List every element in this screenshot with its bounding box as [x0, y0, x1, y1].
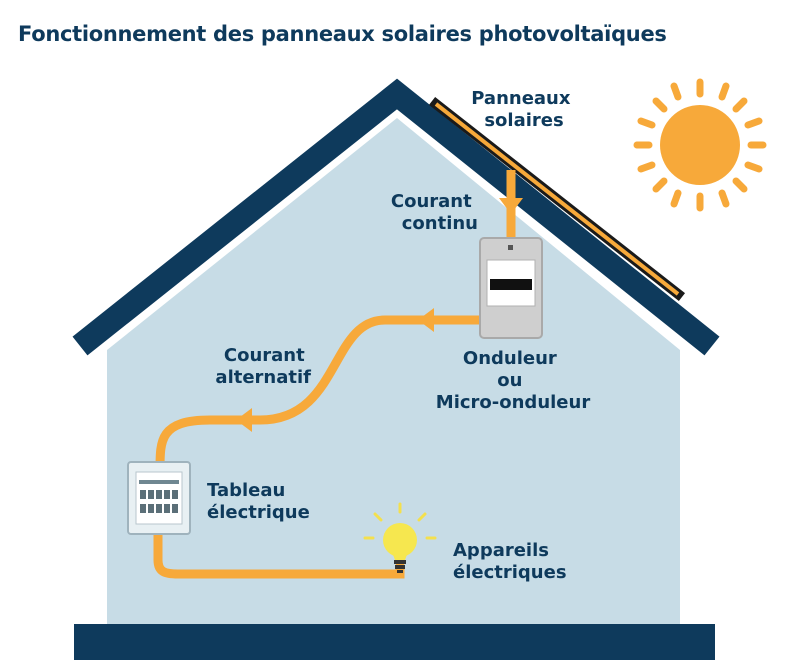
label-inverter: Onduleur ou Micro-onduleur — [436, 348, 591, 413]
light-bulb-icon — [363, 502, 437, 573]
label-dc-line2: continu — [402, 213, 478, 234]
ac-arrow-1 — [418, 308, 434, 332]
label-panels: Panneaux solaires — [471, 88, 577, 131]
sun-icon — [633, 78, 767, 212]
label-dc-line1: Courant — [391, 191, 472, 212]
label-panel-board-line2: électrique — [207, 502, 310, 523]
label-inverter-line1: Onduleur — [463, 348, 557, 369]
label-panel-board-line1: Tableau — [207, 480, 285, 501]
ac-flow-path — [155, 315, 485, 475]
label-ac: Courant alternatif — [215, 345, 311, 388]
label-panel-board: Tableau électrique — [207, 480, 310, 523]
label-appliances: Appareils électriques — [453, 540, 567, 583]
roof — [72, 78, 720, 356]
ac-arrow-2 — [236, 408, 252, 432]
label-inverter-line2: ou — [497, 370, 522, 391]
label-ac-line2: alternatif — [215, 367, 311, 388]
appliance-flow-path — [153, 525, 405, 579]
label-panels-line1: Panneaux — [471, 88, 571, 109]
page-title: Fonctionnement des panneaux solaires pho… — [18, 22, 667, 46]
label-inverter-line3: Micro-onduleur — [436, 392, 591, 413]
label-appliances-line2: électriques — [453, 562, 567, 583]
label-panels-line2: solaires — [484, 110, 563, 131]
ground — [74, 624, 715, 660]
electrical-panel-icon — [127, 461, 191, 535]
label-dc: Courant continu — [391, 191, 478, 234]
solar-panel-icon — [428, 96, 686, 302]
label-ac-line1: Courant — [224, 345, 305, 366]
label-appliances-line1: Appareils — [453, 540, 549, 561]
inverter-icon — [479, 237, 543, 339]
dc-flow-arrow — [499, 170, 523, 238]
